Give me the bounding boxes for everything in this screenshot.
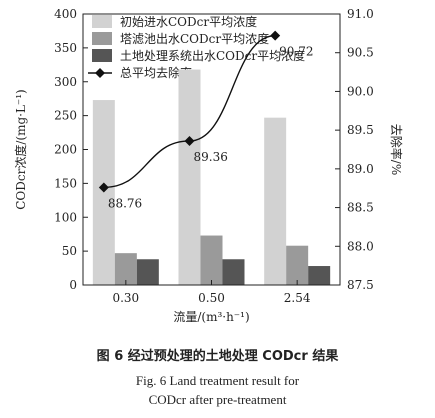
- x-axis-title: 流量/(m³·h⁻¹): [173, 310, 249, 324]
- legend-label: 总平均去除率: [120, 65, 192, 80]
- y-tick-label: 350: [54, 41, 77, 55]
- bar: [222, 259, 245, 285]
- y-tick-label: 100: [54, 210, 77, 224]
- y-tick-label: 50: [62, 244, 77, 258]
- bar-series: [92, 69, 331, 286]
- y-tick-label: 0: [69, 278, 77, 292]
- legend-swatch: [92, 15, 112, 28]
- y-tick-label: 200: [54, 143, 77, 157]
- y2-tick-label: 90.5: [347, 46, 374, 60]
- bar: [286, 245, 309, 285]
- y2-tick-label: 89.5: [347, 123, 374, 137]
- legend-swatch: [92, 49, 112, 62]
- legend-swatch: [92, 32, 112, 45]
- y-tick-label: 250: [54, 109, 77, 123]
- data-label: 89.36: [194, 150, 228, 164]
- figure-caption-english-line2: CODcr after pre-treatment: [148, 392, 287, 407]
- axes: 0 50 100 150 200 250 300 350 400 87.5 88.0 88.5 89.0…: [13, 7, 404, 324]
- x-tick-label: 0.30: [112, 291, 139, 305]
- bar: [92, 100, 115, 285]
- legend-label: 初始进水CODcr平均浓度: [120, 14, 257, 29]
- data-point: [270, 30, 281, 41]
- y-tick-label: 300: [54, 75, 77, 89]
- y2-tick-label: 87.5: [347, 278, 374, 292]
- legend-label: 土地处理系统出水CODcr平均浓度: [120, 48, 305, 63]
- x-tick-label: 0.50: [198, 291, 225, 305]
- y2-tick-label: 90.0: [347, 84, 374, 98]
- legend-label: 塔滤池出水CODcr平均浓度: [120, 31, 269, 46]
- bar: [114, 253, 137, 285]
- y2-axis-title: 去除率/%: [389, 124, 404, 175]
- y2-tick-label: 88.0: [347, 239, 374, 253]
- removal-rate-line: 88.76 89.36 90.72: [98, 30, 314, 210]
- figure-caption-english-line1: Fig. 6 Land treatment result for: [135, 373, 300, 388]
- figure-caption-chinese: 图 6 经过预处理的土地处理 CODcr 结果: [96, 349, 339, 364]
- y2-tick-label: 89.0: [347, 162, 374, 176]
- data-point: [184, 135, 195, 146]
- data-point: [98, 182, 109, 193]
- bar: [308, 266, 331, 285]
- bar: [178, 69, 201, 286]
- y2-tick-label: 88.5: [347, 201, 374, 215]
- legend: 初始进水CODcr平均浓度塔滤池出水CODcr平均浓度土地处理系统出水CODcr…: [88, 14, 305, 80]
- chart-svg: 初始进水CODcr平均浓度塔滤池出水CODcr平均浓度土地处理系统出水CODcr…: [13, 7, 404, 324]
- legend-marker: [95, 68, 105, 78]
- y-tick-label: 150: [54, 176, 77, 190]
- y-axis-title: CODcr浓度/(mg·L⁻¹): [13, 89, 28, 210]
- y2-tick-label: 91.0: [347, 7, 374, 21]
- bar: [264, 117, 287, 285]
- data-label: 90.72: [279, 45, 313, 59]
- bar: [136, 259, 159, 285]
- y-tick-label: 400: [54, 7, 77, 21]
- bar: [200, 235, 223, 285]
- x-tick-label: 2.54: [284, 291, 311, 305]
- data-label: 88.76: [108, 196, 142, 210]
